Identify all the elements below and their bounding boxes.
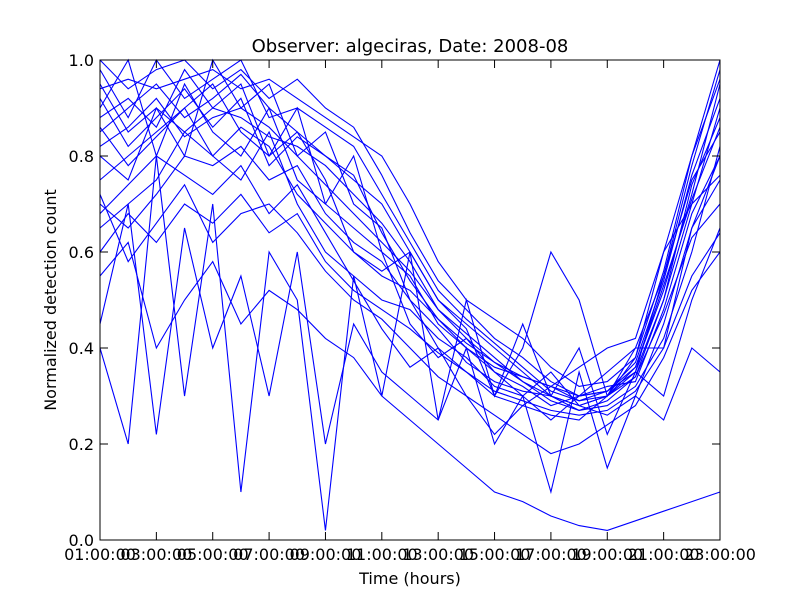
x-tick-label: 19:00:00 bbox=[571, 545, 643, 564]
y-axis: 0.0 0.2 0.4 0.6 0.8 1.0 bbox=[69, 51, 720, 550]
x-axis: 01:00:0003:00:0005:00:0007:00:0009:00:00… bbox=[64, 60, 756, 564]
y-tick-label: 0.2 bbox=[69, 435, 94, 454]
y-tick-label: 0.8 bbox=[69, 147, 94, 166]
series-line bbox=[99, 155, 721, 436]
y-axis-label: Normalized detection count bbox=[41, 189, 60, 411]
x-tick-label: 23:00:00 bbox=[684, 545, 756, 564]
series-layer bbox=[99, 58, 721, 531]
y-tick-label: 0.4 bbox=[69, 339, 94, 358]
y-tick-label: 0.0 bbox=[69, 531, 94, 550]
series-line bbox=[99, 58, 721, 402]
plot-frame bbox=[99, 59, 721, 541]
x-tick-label: 11:00:00 bbox=[346, 545, 418, 564]
chart-title: Observer: algeciras, Date: 2008-08 bbox=[252, 36, 569, 57]
series-line bbox=[99, 107, 721, 398]
series-line bbox=[99, 68, 721, 387]
x-tick-label: 17:00:00 bbox=[515, 545, 587, 564]
x-tick-label: 01:00:00 bbox=[64, 545, 136, 564]
x-tick-label: 07:00:00 bbox=[233, 545, 305, 564]
y-tick-label: 1.0 bbox=[69, 51, 94, 70]
series-line bbox=[99, 68, 721, 411]
series-line bbox=[99, 183, 721, 455]
series-line bbox=[99, 87, 721, 407]
x-tick-label: 21:00:00 bbox=[628, 545, 700, 564]
series-line bbox=[99, 203, 721, 495]
series-line bbox=[99, 130, 721, 416]
x-tick-label: 13:00:00 bbox=[402, 545, 474, 564]
x-tick-label: 09:00:00 bbox=[290, 545, 362, 564]
x-tick-label: 03:00:00 bbox=[120, 545, 192, 564]
series-line bbox=[99, 97, 721, 397]
series-line bbox=[99, 83, 721, 402]
x-axis-label: Time (hours) bbox=[358, 569, 461, 588]
series-line bbox=[99, 193, 721, 416]
x-tick-label: 05:00:00 bbox=[177, 545, 249, 564]
y-tick-label: 0.6 bbox=[69, 243, 94, 262]
series-line bbox=[99, 145, 721, 411]
x-tick-label: 15:00:00 bbox=[459, 545, 531, 564]
series-line bbox=[99, 59, 721, 397]
series-line bbox=[99, 241, 721, 531]
